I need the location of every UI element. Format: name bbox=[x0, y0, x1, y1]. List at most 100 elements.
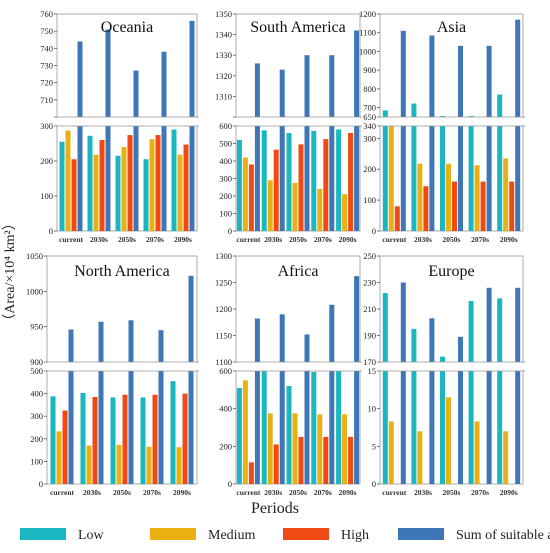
bar bbox=[298, 436, 304, 484]
bar bbox=[497, 371, 503, 484]
bar bbox=[317, 189, 323, 231]
bar bbox=[304, 334, 310, 362]
y-tick-label: 1050 bbox=[26, 251, 43, 261]
y-tick-label: 600 bbox=[219, 121, 232, 131]
bar bbox=[161, 126, 167, 231]
bar bbox=[304, 371, 310, 484]
bar bbox=[440, 126, 445, 231]
bar bbox=[80, 392, 86, 484]
bar bbox=[261, 371, 267, 484]
x-tick-label: current bbox=[50, 488, 75, 497]
y-tick-label: 1250 bbox=[215, 278, 232, 288]
bar bbox=[400, 371, 406, 484]
x-tick-label: 2050s bbox=[113, 488, 131, 497]
bar bbox=[311, 371, 317, 484]
bar bbox=[354, 126, 360, 231]
bar bbox=[77, 126, 83, 231]
bar bbox=[382, 293, 388, 362]
y-tick-label: 200 bbox=[40, 156, 53, 166]
y-tick-label: 100 bbox=[363, 195, 376, 205]
bar bbox=[189, 126, 195, 231]
x-tick-label: current bbox=[382, 235, 407, 244]
bar bbox=[146, 446, 152, 484]
y-tick-label: 1150 bbox=[215, 331, 232, 341]
bar bbox=[242, 380, 248, 484]
bar bbox=[71, 159, 77, 231]
legend-swatch bbox=[150, 528, 196, 540]
x-tick-label: current bbox=[59, 235, 84, 244]
bar bbox=[336, 129, 342, 231]
bar bbox=[468, 301, 474, 362]
x-tick-label: 2070s bbox=[314, 488, 332, 497]
y-tick-label: 300 bbox=[363, 133, 376, 143]
chart-panel: 170 190 210 230 250 0 5 10 15 current 2030s 2050s 20… bbox=[363, 251, 525, 497]
bar bbox=[400, 126, 406, 231]
bar bbox=[68, 371, 74, 484]
bar bbox=[77, 41, 83, 117]
y-tick-label: 100 bbox=[30, 456, 43, 466]
bar bbox=[98, 321, 104, 362]
y-tick-label: 100 bbox=[40, 191, 53, 201]
bar bbox=[486, 126, 492, 231]
bar bbox=[267, 180, 273, 231]
bar bbox=[429, 35, 435, 117]
y-tick-label: 720 bbox=[40, 78, 53, 88]
x-tick-label: 2050s bbox=[443, 235, 461, 244]
bar bbox=[273, 444, 279, 484]
y-tick-label: 15 bbox=[368, 366, 377, 376]
x-tick-label: 2070s bbox=[314, 235, 332, 244]
bar bbox=[388, 126, 394, 231]
bar bbox=[122, 394, 128, 484]
y-tick-label: 650 bbox=[363, 112, 376, 122]
legend-label: Medium bbox=[208, 528, 256, 543]
bar bbox=[440, 116, 445, 117]
bar bbox=[458, 336, 463, 362]
bar bbox=[50, 396, 56, 484]
x-tick-label: 2030s bbox=[90, 235, 108, 244]
bar bbox=[68, 329, 74, 362]
bar bbox=[468, 126, 474, 231]
bar bbox=[149, 139, 155, 231]
x-tick-label: 2030s bbox=[264, 488, 282, 497]
y-tick-label: 700 bbox=[363, 103, 376, 113]
panel-title: Oceania bbox=[101, 19, 153, 36]
y-tick-label: 300 bbox=[219, 174, 232, 184]
bar bbox=[236, 140, 242, 231]
bar bbox=[486, 371, 492, 484]
bar bbox=[87, 135, 93, 231]
y-tick-label: 950 bbox=[30, 322, 43, 332]
x-tick-label: 2050s bbox=[289, 235, 307, 244]
axis-break-band bbox=[379, 363, 524, 370]
legend-swatch bbox=[398, 528, 444, 540]
legend-label: Low bbox=[78, 528, 105, 543]
bar bbox=[115, 155, 121, 231]
bar bbox=[458, 371, 463, 484]
bar bbox=[429, 371, 435, 484]
bar bbox=[128, 371, 134, 484]
legend-item: Low bbox=[20, 528, 105, 543]
bar bbox=[155, 135, 161, 231]
bar bbox=[279, 126, 285, 231]
y-axis-label: （Area/×10⁴ km²） bbox=[2, 216, 18, 327]
x-tick-label: current bbox=[236, 235, 261, 244]
y-tick-label: 1320 bbox=[215, 71, 232, 81]
bar bbox=[93, 154, 99, 231]
bar bbox=[440, 356, 445, 362]
bar bbox=[176, 447, 182, 484]
x-tick-label: 2050s bbox=[118, 235, 136, 244]
y-tick-label: 170 bbox=[363, 357, 376, 367]
bar bbox=[140, 397, 146, 484]
bar bbox=[411, 103, 417, 117]
bar bbox=[171, 129, 177, 231]
panel-title: South America bbox=[250, 19, 346, 36]
bar bbox=[65, 130, 71, 231]
y-tick-label: 100 bbox=[219, 209, 232, 219]
bar bbox=[56, 431, 62, 484]
y-tick-label: 500 bbox=[30, 366, 43, 376]
bar bbox=[248, 164, 254, 231]
bar bbox=[311, 130, 317, 231]
bar bbox=[92, 396, 98, 484]
bar bbox=[98, 371, 104, 484]
bar bbox=[336, 371, 342, 484]
y-tick-label: 900 bbox=[30, 357, 43, 367]
